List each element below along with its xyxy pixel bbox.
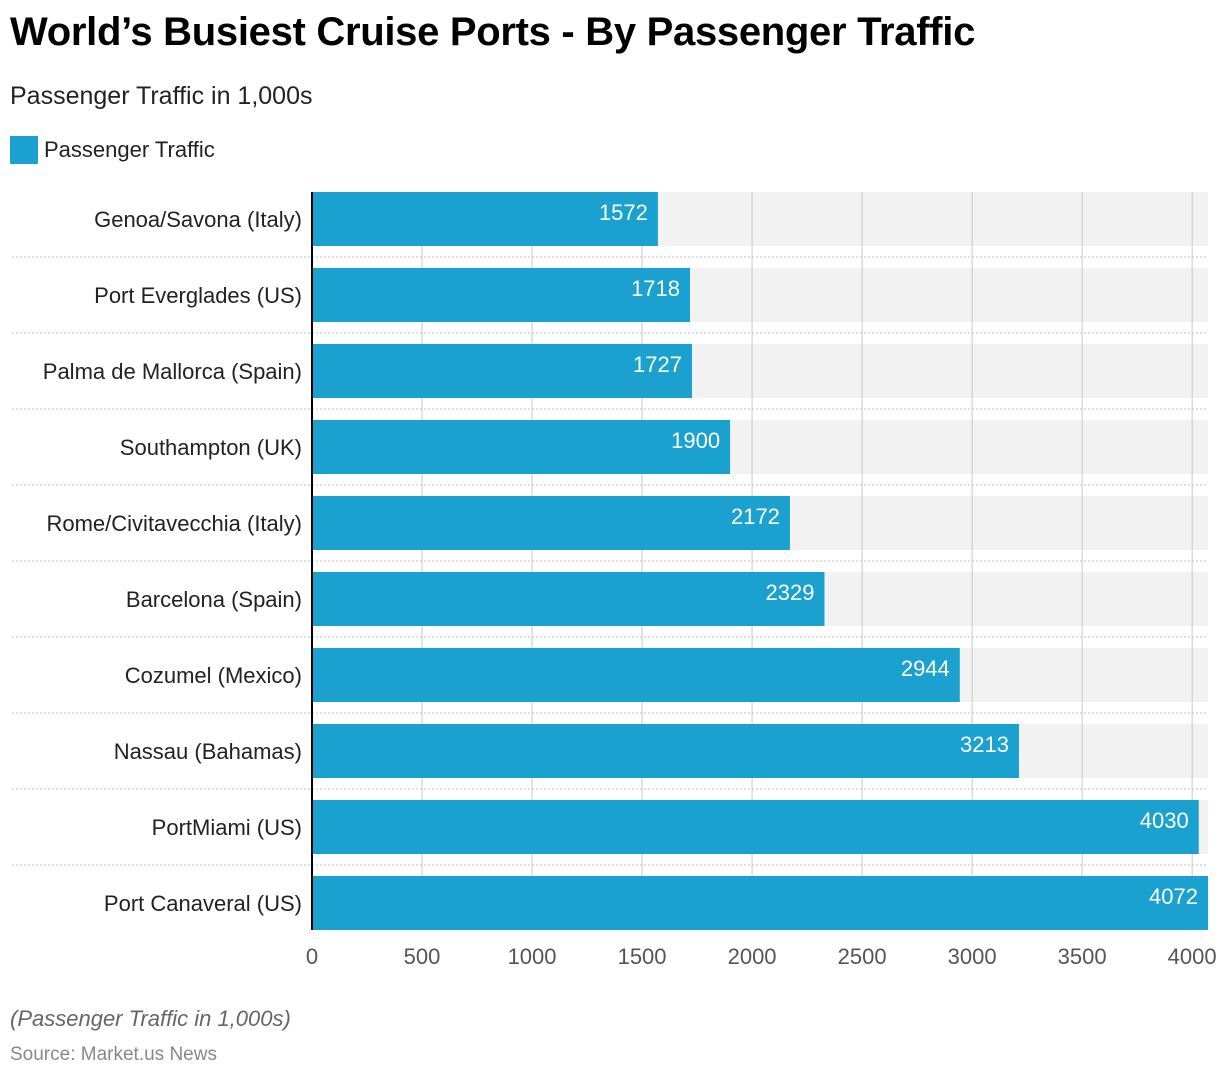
chart-title: World’s Busiest Cruise Ports - By Passen… (10, 10, 976, 54)
x-tick-label: 3500 (1058, 944, 1107, 969)
bar (312, 800, 1199, 854)
value-label: 2329 (766, 580, 815, 605)
category-label: PortMiami (US) (152, 815, 302, 840)
bar (312, 344, 693, 398)
x-tick-label: 1500 (618, 944, 667, 969)
bar (312, 572, 825, 626)
value-label: 2944 (901, 656, 950, 681)
value-labels: 1572 1718 1727 1900 2172 2329 2944 3213 4030 4072 (599, 200, 1198, 909)
x-tick-label: 2000 (728, 944, 777, 969)
x-tick-label: 500 (404, 944, 441, 969)
chart-subtitle: Passenger Traffic in 1,000s (10, 82, 313, 110)
value-label: 4030 (1140, 808, 1189, 833)
bar (312, 724, 1019, 778)
category-label: Cozumel (Mexico) (125, 663, 302, 688)
value-label: 2172 (731, 504, 780, 529)
legend-label: Passenger Traffic (44, 137, 215, 162)
category-labels: Genoa/Savona (Italy) Port Everglades (US)… (43, 207, 302, 916)
category-label: Nassau (Bahamas) (114, 739, 302, 764)
category-label: Genoa/Savona (Italy) (94, 207, 302, 232)
bar (312, 876, 1208, 930)
category-label: Port Canaveral (US) (104, 891, 302, 916)
value-label: 4072 (1149, 884, 1198, 909)
value-label: 1727 (633, 352, 682, 377)
bar (312, 192, 658, 246)
bar (312, 268, 691, 322)
value-label: 3213 (960, 732, 1009, 757)
category-label: Rome/Civitavecchia (Italy) (46, 511, 302, 536)
x-tick-label: 0 (306, 944, 318, 969)
value-label: 1718 (631, 276, 680, 301)
bar (312, 420, 731, 474)
source-note: Source: Market.us News (10, 1044, 217, 1065)
bar-chart: Genoa/Savona (Italy) Port Everglades (US)… (12, 192, 1217, 969)
x-tick-label: 1000 (508, 944, 557, 969)
bars (312, 192, 1208, 930)
row-separators (12, 256, 1208, 866)
bar (312, 496, 790, 550)
category-label: Southampton (UK) (120, 435, 302, 460)
x-tick-label: 3000 (948, 944, 997, 969)
footnote: (Passenger Traffic in 1,000s) (10, 1006, 291, 1031)
bar (312, 648, 960, 702)
value-label: 1900 (671, 428, 720, 453)
x-tick-label: 4000 (1168, 944, 1217, 969)
x-tick-label: 2500 (838, 944, 887, 969)
category-label: Port Everglades (US) (94, 283, 302, 308)
category-label: Palma de Mallorca (Spain) (43, 359, 302, 384)
value-label: 1572 (599, 200, 648, 225)
legend: Passenger Traffic (10, 136, 215, 164)
x-axis-ticks: 0 500 1000 1500 2000 2500 3000 3500 4000 (306, 944, 1217, 969)
category-label: Barcelona (Spain) (126, 587, 302, 612)
legend-swatch (10, 136, 38, 164)
